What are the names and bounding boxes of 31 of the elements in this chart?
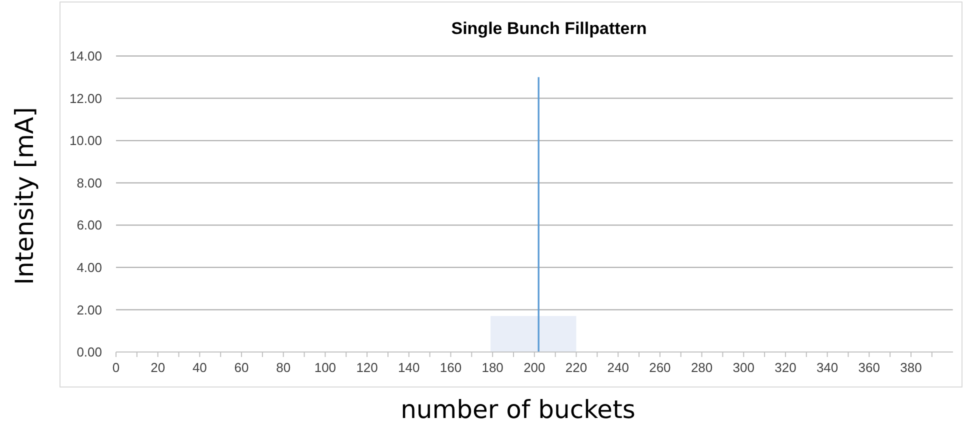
chart-title: Single Bunch Fillpattern (451, 19, 647, 38)
y-tick-label: 10.00 (69, 133, 102, 148)
x-tick-label: 280 (690, 360, 713, 375)
x-tick-label: 300 (732, 360, 754, 375)
x-tick-label: 180 (482, 360, 504, 375)
x-tick-label: 60 (234, 360, 249, 375)
y-tick-label: 6.00 (76, 218, 102, 233)
x-tick-label: 40 (192, 360, 207, 375)
y-tick-label: 12.00 (69, 90, 102, 106)
x-tick-label: 160 (440, 360, 462, 375)
x-tick-label: 320 (774, 360, 796, 375)
y-tick-label: 0.00 (76, 344, 102, 360)
y-tick-label: 4.00 (76, 260, 102, 275)
x-tick-label: 260 (649, 360, 671, 375)
x-tick-label: 340 (816, 360, 838, 375)
y-axis-title: Intensity [mA] (10, 107, 39, 285)
x-tick-label: 360 (858, 360, 880, 375)
x-tick-label: 380 (900, 360, 922, 375)
x-tick-label: 200 (524, 360, 546, 375)
x-tick-label: 0 (112, 360, 120, 375)
x-axis-title: number of buckets (400, 395, 636, 424)
x-tick-label: 80 (276, 360, 291, 375)
y-tick-label: 8.00 (76, 175, 102, 190)
y-tick-label: 2.00 (76, 302, 102, 318)
x-tick-label: 140 (398, 360, 420, 375)
x-tick-label: 220 (565, 360, 588, 375)
x-tick-label: 100 (314, 360, 336, 375)
y-tick-label: 14.00 (69, 48, 102, 64)
x-tick-label: 20 (150, 360, 166, 375)
x-tick-label: 240 (607, 360, 629, 375)
x-tick-label: 120 (356, 360, 378, 375)
